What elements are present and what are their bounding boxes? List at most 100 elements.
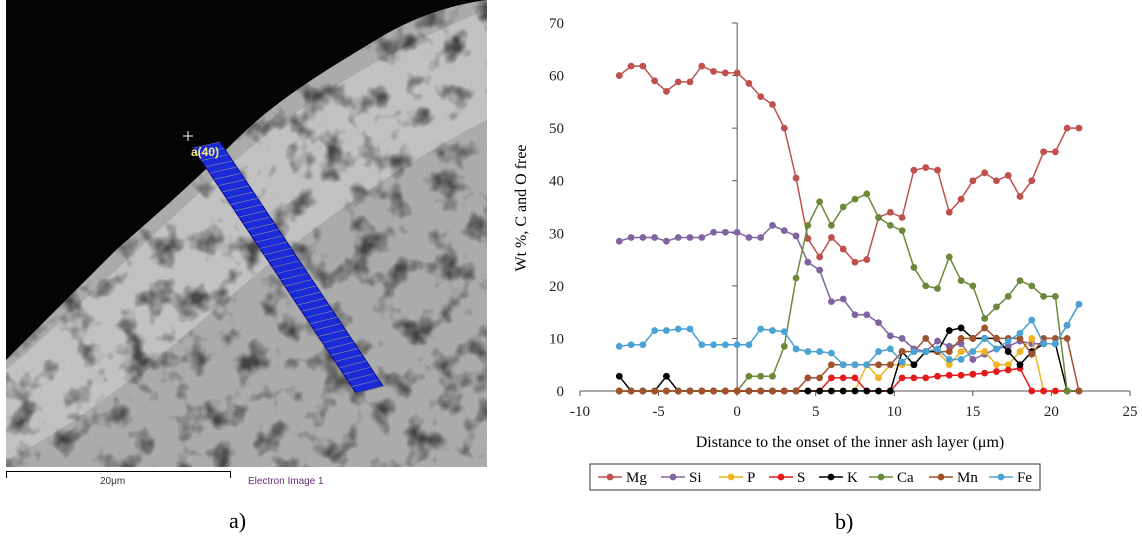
data-point-mg — [898, 214, 906, 221]
legend-item-si: Si — [661, 470, 702, 486]
data-point-k — [663, 372, 670, 380]
line-scan-band — [192, 141, 384, 394]
data-point-mn — [1028, 350, 1036, 358]
data-point-k — [851, 387, 859, 395]
data-point-mg — [922, 164, 930, 171]
data-point-ca — [757, 372, 765, 380]
data-point-ca — [828, 222, 835, 229]
data-point-mg — [663, 87, 670, 95]
data-point-fe — [710, 341, 717, 349]
data-point-mn — [875, 361, 882, 369]
scan-point-marker — [318, 329, 346, 337]
data-point-mg — [886, 208, 894, 216]
data-point-s — [945, 371, 953, 379]
data-point-mg — [615, 72, 623, 79]
scan-point-marker — [263, 248, 292, 256]
series-line-fe — [619, 303, 1080, 366]
data-point-mg — [934, 166, 941, 174]
data-point-s — [839, 374, 847, 382]
data-point-s — [828, 374, 835, 382]
data-point-fe — [792, 345, 800, 353]
data-point-mg — [945, 208, 953, 216]
data-point-ca — [993, 303, 1000, 311]
data-point-mn — [957, 335, 965, 342]
data-point-ca — [1004, 292, 1012, 300]
data-point-fe — [969, 348, 977, 355]
data-point-ca — [745, 372, 753, 380]
data-point-fe — [1004, 337, 1012, 345]
data-point-s — [981, 369, 989, 377]
legend-label: Mn — [957, 470, 978, 486]
data-point-mn — [686, 387, 694, 395]
series-line-ca — [619, 192, 1079, 392]
data-point-si — [875, 319, 882, 327]
x-tick-label: -5 — [652, 404, 665, 420]
data-point-k — [839, 387, 847, 395]
data-point-fe — [1028, 316, 1036, 324]
crosshair-marker — [183, 131, 193, 141]
data-point-fe — [1040, 340, 1047, 348]
data-point-mg — [792, 174, 800, 182]
data-point-ca — [816, 198, 824, 206]
legend-item-s: S — [769, 470, 805, 486]
scan-point-marker — [259, 241, 287, 249]
data-point-si — [804, 258, 812, 266]
scan-point-marker — [309, 316, 338, 325]
data-point-ca — [934, 285, 941, 292]
data-point-ca — [875, 214, 882, 221]
data-point-mg — [639, 62, 647, 70]
data-point-k — [875, 387, 882, 395]
data-point-fe — [957, 356, 965, 363]
data-point-ca — [851, 195, 859, 203]
data-point-ca — [839, 203, 847, 211]
data-point-mn — [769, 387, 776, 395]
scan-point-marker — [355, 385, 384, 394]
x-tick-label: 0 — [733, 404, 741, 420]
y-tick-label: 40 — [549, 174, 564, 190]
data-point-mg — [1016, 193, 1024, 200]
data-point-fe — [851, 361, 859, 369]
data-point-si — [816, 266, 824, 274]
data-point-mg — [733, 69, 741, 77]
series-s — [615, 364, 1083, 395]
data-point-mg — [981, 169, 989, 177]
chart-legend: Mg Si P S K Ca Mn Fe — [589, 463, 1041, 491]
scan-point-marker — [322, 335, 350, 344]
legend-label: Mg — [626, 470, 647, 486]
scan-point-marker — [335, 354, 363, 362]
data-point-ca — [886, 222, 894, 229]
data-point-fe — [875, 348, 882, 355]
scan-point-marker — [226, 191, 254, 199]
data-point-si — [698, 234, 706, 241]
data-point-k — [910, 361, 918, 369]
data-point-mg — [769, 101, 776, 108]
data-point-si — [863, 311, 871, 319]
y-axis-title: Wt %, C and O free — [513, 144, 530, 271]
data-point-mn — [945, 348, 953, 355]
data-point-fe — [615, 342, 623, 350]
data-point-p — [981, 348, 989, 355]
data-point-fe — [674, 325, 682, 333]
data-point-mg — [839, 245, 847, 253]
data-point-fe — [757, 325, 765, 333]
series-ca — [615, 190, 1083, 395]
data-point-si — [733, 228, 741, 236]
data-point-fe — [1016, 329, 1024, 337]
data-point-mn — [780, 387, 788, 395]
data-point-fe — [816, 348, 824, 355]
scan-point-marker — [339, 360, 367, 369]
data-point-mg — [686, 78, 694, 86]
data-point-si — [627, 234, 635, 241]
data-point-fe — [686, 325, 694, 333]
data-point-fe — [945, 356, 953, 363]
x-tick-label: -10 — [570, 404, 590, 420]
data-point-mg — [969, 177, 977, 185]
data-point-s — [922, 374, 930, 382]
data-point-si — [898, 335, 906, 342]
data-point-mg — [828, 234, 835, 241]
scan-point-marker — [326, 341, 354, 350]
data-point-fe — [993, 345, 1000, 353]
data-point-si — [957, 340, 965, 348]
data-point-mg — [804, 235, 812, 242]
data-point-mn — [969, 335, 977, 342]
